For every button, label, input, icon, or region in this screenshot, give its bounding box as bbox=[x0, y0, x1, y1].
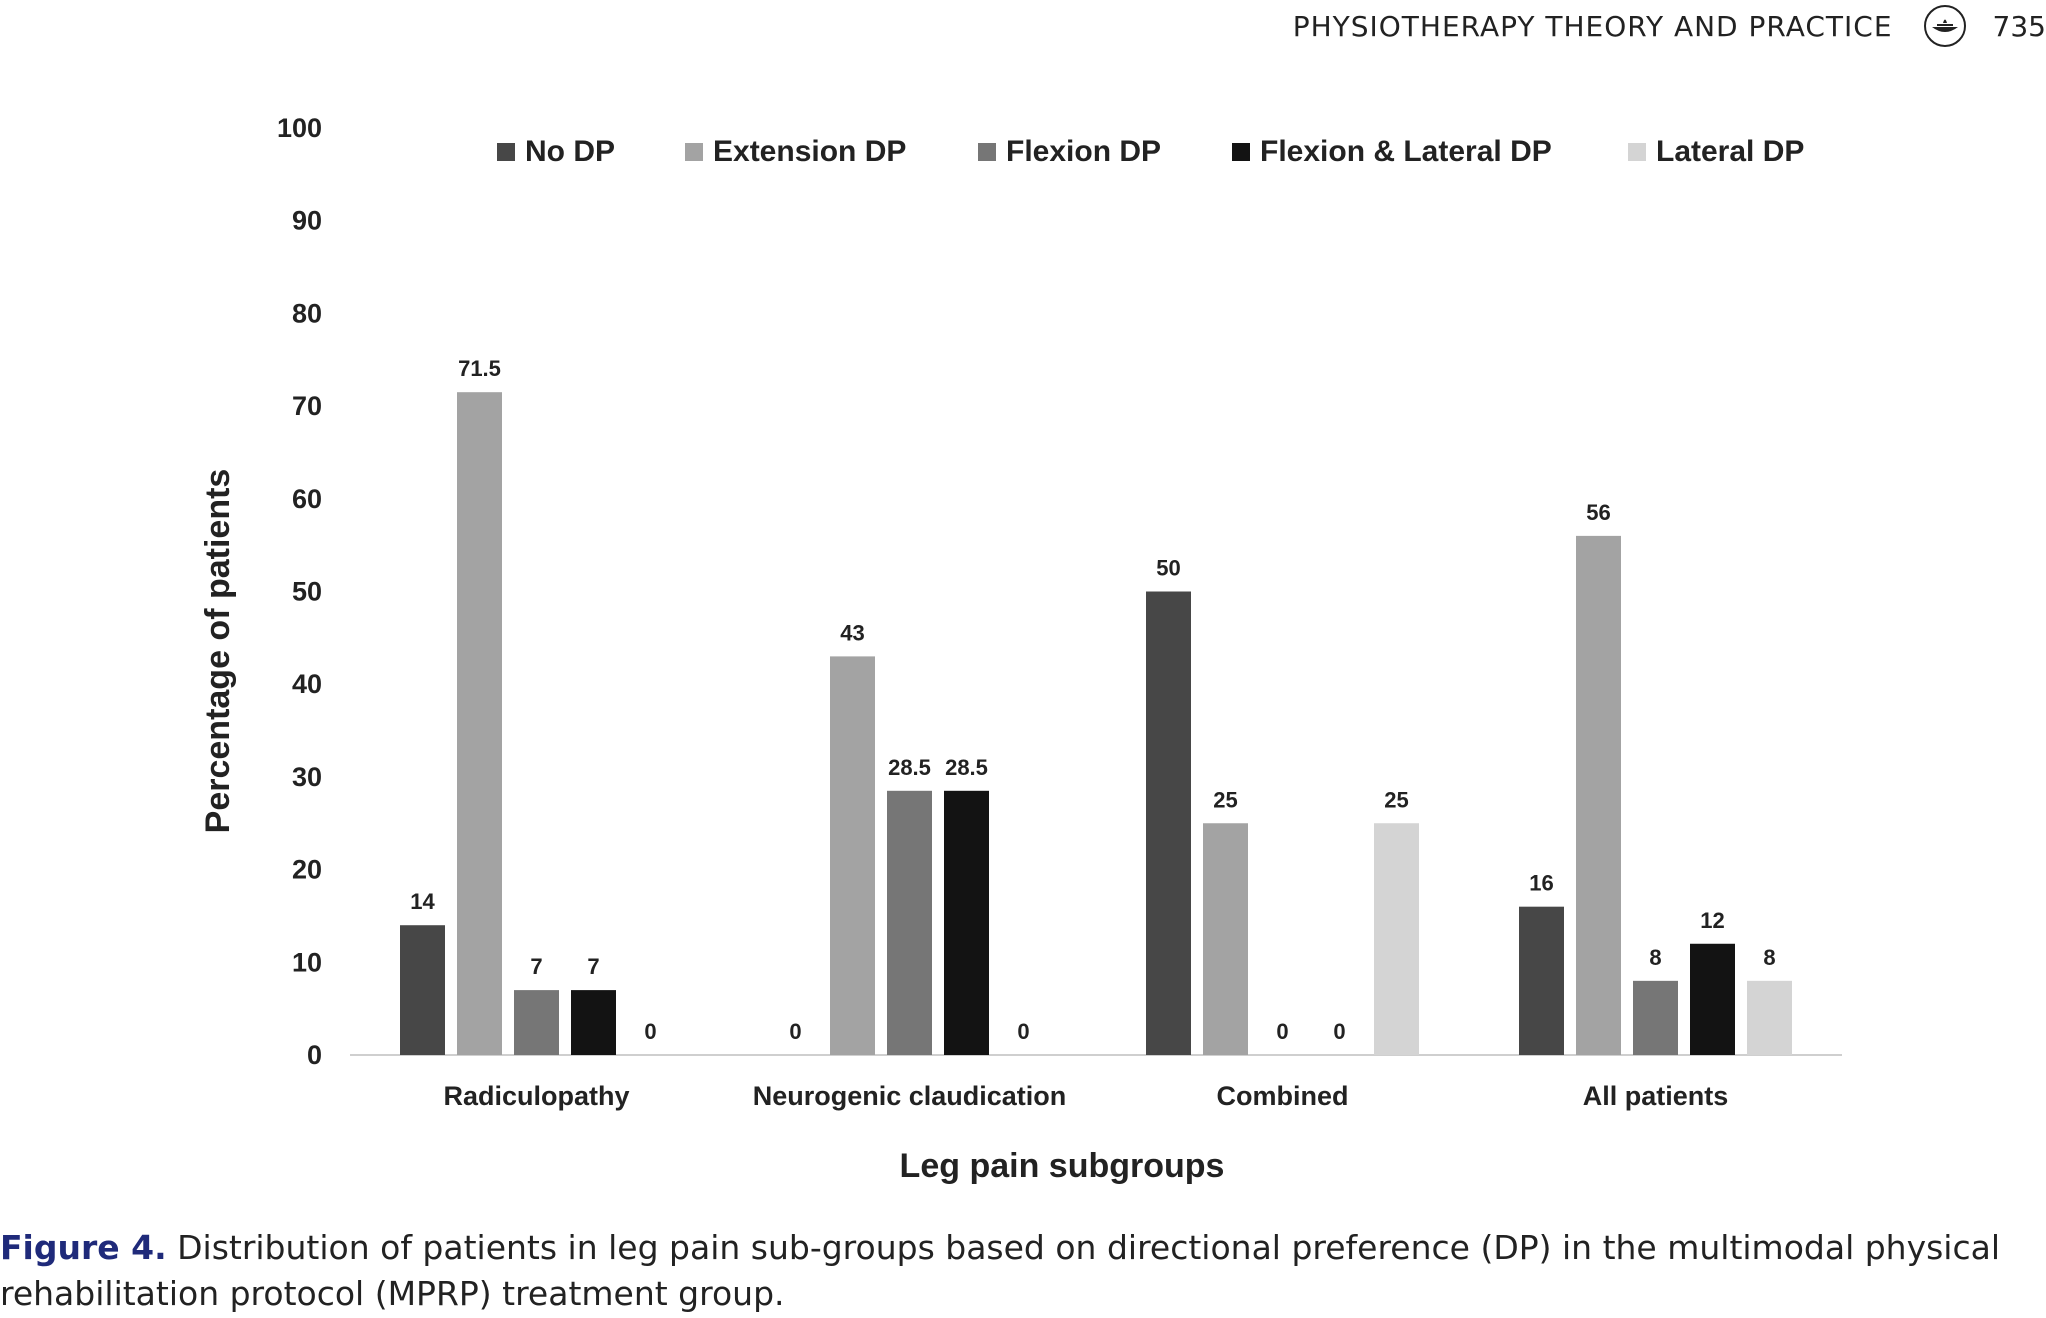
legend-label: No DP bbox=[525, 135, 615, 168]
figure-label: Figure 4. bbox=[0, 1228, 167, 1267]
data-label: 8 bbox=[1763, 945, 1775, 970]
publisher-lamp-icon bbox=[1923, 5, 1966, 47]
legend-swatch bbox=[1628, 143, 1646, 161]
bar-extension-dp bbox=[830, 656, 875, 1055]
bar-flexion-dp bbox=[514, 990, 559, 1055]
bar-lateral-dp bbox=[1747, 980, 1792, 1055]
bar-extension-dp bbox=[1203, 823, 1248, 1055]
journal-title: PHYSIOTHERAPY THEORY AND PRACTICE bbox=[1292, 9, 1893, 43]
bar-flexion-dp bbox=[1633, 980, 1678, 1055]
data-label: 8 bbox=[1649, 945, 1661, 970]
y-tick-label: 80 bbox=[292, 298, 322, 328]
legend-swatch bbox=[685, 143, 703, 161]
y-tick-label: 0 bbox=[307, 1040, 322, 1070]
bar-no-dp bbox=[1519, 906, 1564, 1055]
bar-lateral-dp bbox=[1374, 823, 1419, 1055]
data-label: 25 bbox=[1213, 787, 1237, 812]
legend-label: Extension DP bbox=[713, 135, 906, 168]
y-tick-label: 50 bbox=[292, 577, 322, 607]
data-label: 25 bbox=[1384, 787, 1408, 812]
data-label: 28.5 bbox=[945, 755, 988, 780]
bar-extension-dp bbox=[1576, 535, 1621, 1055]
legend-label: Flexion DP bbox=[1006, 135, 1161, 168]
figure-caption-text: Distribution of patients in leg pain sub… bbox=[0, 1228, 2001, 1313]
data-label: 0 bbox=[789, 1019, 801, 1044]
y-tick-label: 60 bbox=[292, 484, 322, 514]
legend-swatch bbox=[978, 143, 996, 161]
x-tick-label: All patients bbox=[1583, 1081, 1729, 1111]
data-label: 0 bbox=[644, 1019, 656, 1044]
data-label: 28.5 bbox=[888, 755, 931, 780]
running-head: PHYSIOTHERAPY THEORY AND PRACTICE 735 bbox=[1292, 5, 2046, 47]
bar-no-dp bbox=[400, 925, 445, 1055]
bar-flexion-dp bbox=[887, 790, 932, 1055]
x-axis-title: Leg pain subgroups bbox=[900, 1147, 1225, 1185]
y-tick-label: 40 bbox=[292, 669, 322, 699]
data-label: 71.5 bbox=[458, 356, 501, 381]
data-label: 0 bbox=[1276, 1019, 1288, 1044]
data-label: 7 bbox=[587, 954, 599, 979]
y-axis-title: Percentage of patients bbox=[199, 469, 237, 834]
y-tick-label: 90 bbox=[292, 206, 322, 236]
y-tick-label: 100 bbox=[277, 113, 322, 143]
legend-swatch bbox=[497, 143, 515, 161]
bar-flexion-lateral-dp bbox=[944, 790, 989, 1055]
data-label: 12 bbox=[1700, 908, 1724, 933]
data-label: 0 bbox=[1017, 1019, 1029, 1044]
data-label: 56 bbox=[1586, 500, 1610, 525]
x-tick-label: Combined bbox=[1217, 1081, 1349, 1111]
legend-label: Lateral DP bbox=[1656, 135, 1804, 168]
page-number: 735 bbox=[1992, 9, 2046, 43]
data-label: 14 bbox=[410, 889, 435, 914]
data-label: 0 bbox=[1333, 1019, 1345, 1044]
y-tick-label: 30 bbox=[292, 762, 322, 792]
bar-no-dp bbox=[1146, 591, 1191, 1055]
bar-flexion-lateral-dp bbox=[1690, 943, 1735, 1055]
data-label: 43 bbox=[840, 620, 864, 645]
bar-flexion-lateral-dp bbox=[571, 990, 616, 1055]
x-tick-label: Radiculopathy bbox=[443, 1081, 629, 1111]
y-tick-label: 20 bbox=[292, 855, 322, 885]
data-label: 50 bbox=[1156, 556, 1180, 581]
y-tick-label: 10 bbox=[292, 947, 322, 977]
y-tick-label: 70 bbox=[292, 391, 322, 421]
bar-extension-dp bbox=[457, 392, 502, 1055]
x-tick-label: Neurogenic claudication bbox=[753, 1081, 1067, 1111]
figure-caption: Figure 4. Distribution of patients in le… bbox=[0, 1225, 2046, 1317]
data-label: 7 bbox=[530, 954, 542, 979]
legend-label: Flexion & Lateral DP bbox=[1260, 135, 1552, 168]
legend-swatch bbox=[1232, 143, 1250, 161]
data-label: 16 bbox=[1529, 871, 1553, 896]
